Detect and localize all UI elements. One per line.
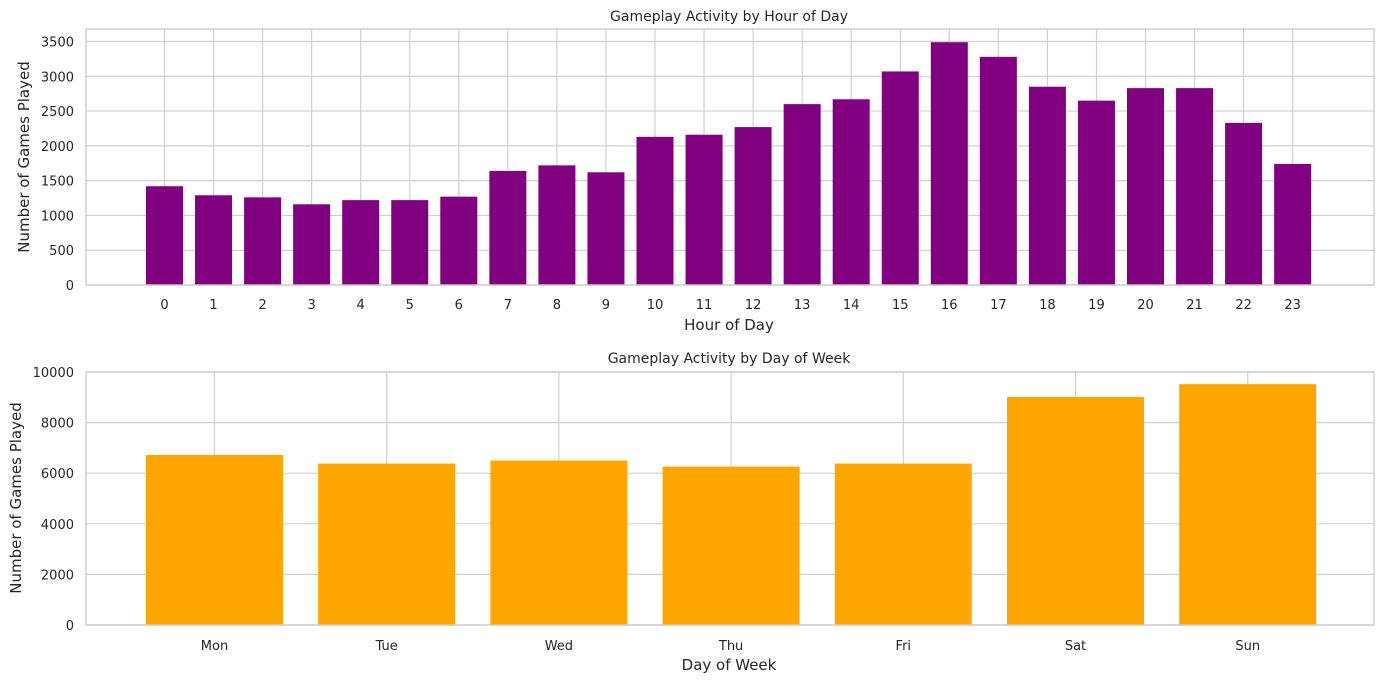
x-tick-label: 11 <box>696 298 713 313</box>
y-tick-label: 3500 <box>41 36 74 51</box>
x-tick-label: 6 <box>455 298 463 313</box>
bar <box>587 172 625 285</box>
bar <box>832 99 870 286</box>
bar <box>662 466 800 625</box>
x-tick-label: Thu <box>718 639 743 654</box>
bar <box>489 170 527 285</box>
y-tick-label: 0 <box>66 279 74 294</box>
x-tick-label: 1 <box>209 298 217 313</box>
x-tick-label: Mon <box>201 639 228 654</box>
x-tick-label: 14 <box>843 298 860 313</box>
bar <box>293 204 331 285</box>
bar <box>146 454 283 625</box>
hourly-chart: Gameplay Activity by Hour of Day 0500100… <box>15 9 1375 334</box>
x-tick-label: 15 <box>892 298 909 313</box>
x-axis-label: Day of Week <box>682 656 777 674</box>
bar <box>930 42 968 285</box>
y-tick-label: 4000 <box>41 518 74 533</box>
bar <box>685 134 723 285</box>
x-tick-label: Tue <box>375 639 398 654</box>
x-tick-label: Wed <box>545 639 573 654</box>
x-tick-label: 8 <box>553 298 561 313</box>
bar <box>391 200 429 285</box>
bar <box>195 195 233 285</box>
x-tick-label: 4 <box>357 298 365 313</box>
x-tick-label: 10 <box>647 298 664 313</box>
x-tick-label: 9 <box>602 298 610 313</box>
x-tick-label: 23 <box>1284 298 1301 313</box>
x-tick-label: 22 <box>1235 298 1252 313</box>
x-tick-label: Sun <box>1235 639 1260 654</box>
y-axis-label: Number of Games Played <box>15 61 33 253</box>
y-tick-label: 500 <box>49 244 74 259</box>
x-tick-label: 18 <box>1039 298 1056 313</box>
x-axis-label: Hour of Day <box>684 316 774 334</box>
y-tick-label: 1500 <box>41 175 74 190</box>
x-tick-label: 13 <box>794 298 811 313</box>
y-tick-label: 2000 <box>41 568 74 583</box>
y-tick-label: 10000 <box>33 366 74 381</box>
plot-frame <box>85 371 1375 626</box>
y-tick-label: 8000 <box>41 417 74 432</box>
bar <box>244 197 282 285</box>
x-tick-label: 19 <box>1088 298 1105 313</box>
x-tick-label: 2 <box>258 298 266 313</box>
bar <box>881 71 919 285</box>
x-tick-label: 0 <box>160 298 168 313</box>
x-tick-label: 12 <box>745 298 762 313</box>
y-axis-label: Number of Games Played <box>7 402 25 594</box>
x-tick-label: 20 <box>1137 298 1154 313</box>
y-tick-label: 2500 <box>41 105 74 120</box>
bar <box>490 460 628 625</box>
chart-title: Gameplay Activity by Day of Week <box>608 351 851 367</box>
bar <box>1176 88 1214 285</box>
bar <box>1028 86 1066 285</box>
bar <box>834 463 972 625</box>
bar <box>318 463 456 625</box>
bar <box>734 127 772 285</box>
bar <box>538 165 576 285</box>
plot-frame <box>85 28 1375 286</box>
bar <box>1127 88 1164 285</box>
x-tick-label: 7 <box>504 298 512 313</box>
x-tick-label: 3 <box>308 298 316 313</box>
y-tick-label: 1000 <box>41 209 74 224</box>
bar <box>342 200 380 285</box>
x-tick-label: Sat <box>1065 639 1086 654</box>
x-tick-label: 5 <box>406 298 414 313</box>
bar <box>1007 397 1144 625</box>
y-tick-label: 2000 <box>41 140 74 155</box>
bar <box>783 104 821 285</box>
bar <box>636 136 674 285</box>
bar <box>1179 384 1317 625</box>
bar <box>146 186 183 285</box>
bar <box>979 56 1017 286</box>
chart-title: Gameplay Activity by Hour of Day <box>610 9 848 25</box>
weekly-chart: Gameplay Activity by Day of Week 0 2000 40… <box>7 351 1375 674</box>
bar <box>1225 122 1263 285</box>
x-tick-label: 16 <box>941 298 958 313</box>
y-tick-label: 0 <box>66 619 74 634</box>
bar <box>1274 163 1312 285</box>
bar <box>1077 100 1115 285</box>
x-tick-label: Fri <box>896 639 912 654</box>
x-tick-label: 17 <box>990 298 1007 313</box>
bar <box>440 196 478 285</box>
x-tick-label: 21 <box>1186 298 1203 313</box>
y-tick-label: 3000 <box>41 70 74 85</box>
y-tick-label: 6000 <box>41 467 74 482</box>
